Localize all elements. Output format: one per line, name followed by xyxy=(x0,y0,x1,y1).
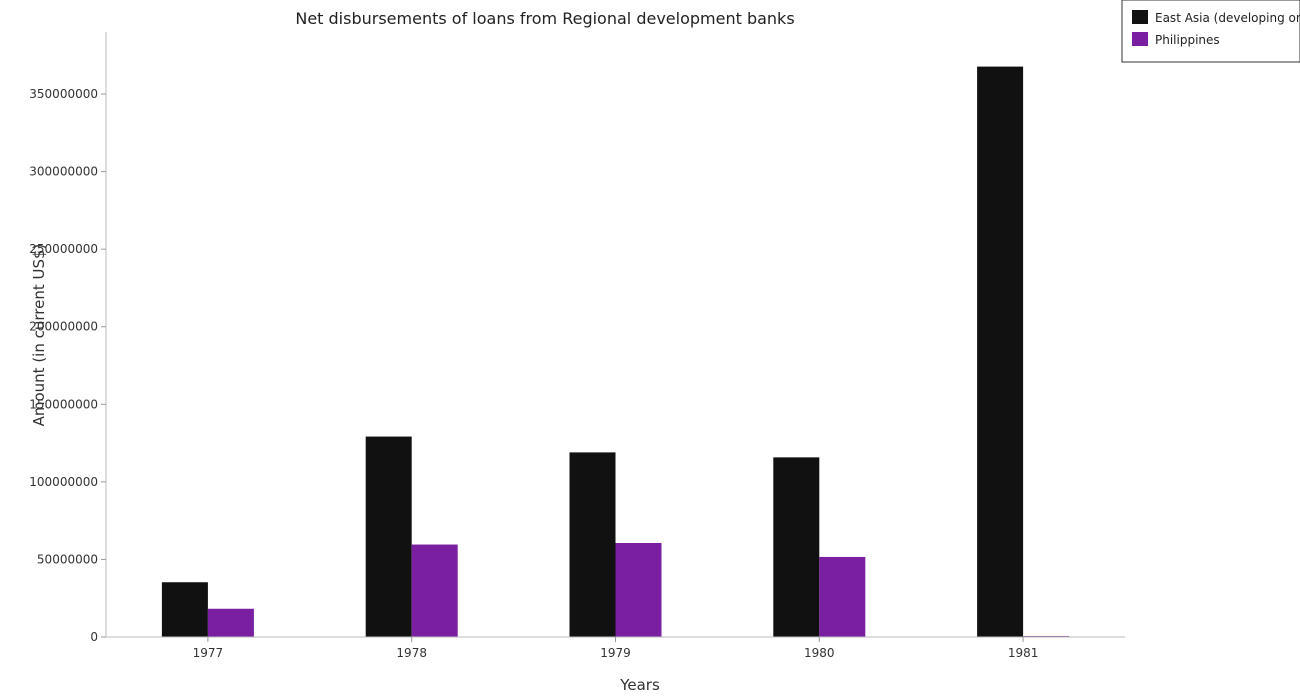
legend: East Asia (developing only) Philippines xyxy=(1121,0,1300,63)
y-tick-label: 0 xyxy=(90,630,98,644)
y-tick-label: 350000000 xyxy=(29,87,98,101)
bar-east-asia-1980 xyxy=(773,457,820,637)
y-tick-label: 100000000 xyxy=(29,475,98,489)
plot-area xyxy=(161,66,1070,638)
chart-title: Net disbursements of loans from Regional… xyxy=(295,9,794,28)
x-tick-label: 1980 xyxy=(804,646,835,660)
y-axis: 0 50000000 100000000 150000000 200000000 2500… xyxy=(29,32,107,644)
legend-label: East Asia (developing only) xyxy=(1155,11,1300,25)
y-tick-label: 300000000 xyxy=(29,165,98,179)
legend-swatch xyxy=(1132,10,1148,24)
legend-swatch xyxy=(1132,32,1148,46)
legend-label: Philippines xyxy=(1155,33,1220,47)
x-tick-label: 1981 xyxy=(1008,646,1039,660)
bar-east-asia-1979 xyxy=(569,452,616,637)
legend-box xyxy=(1121,0,1300,63)
bar-philippines-1979 xyxy=(615,542,662,637)
x-tick-label: 1979 xyxy=(600,646,631,660)
bar-philippines-1978 xyxy=(411,544,458,637)
y-tick-label: 50000000 xyxy=(37,552,98,566)
bar-philippines-1977 xyxy=(207,608,254,637)
bar-east-asia-1981 xyxy=(977,66,1024,638)
bar-east-asia-1977 xyxy=(161,582,208,637)
x-tick-label: 1978 xyxy=(396,646,427,660)
bar-philippines-1980 xyxy=(819,556,866,637)
y-tick-label: 250000000 xyxy=(29,242,98,256)
x-tick-label: 1977 xyxy=(193,646,224,660)
x-axis-label: Years xyxy=(619,676,660,694)
y-tick-label: 200000000 xyxy=(29,320,98,334)
y-tick-label: 150000000 xyxy=(29,397,98,411)
bar-east-asia-1978 xyxy=(365,436,412,637)
x-axis: 1977 1978 1979 1980 1981 xyxy=(106,636,1125,660)
y-axis-label: Amount (in current US$) xyxy=(30,244,48,427)
